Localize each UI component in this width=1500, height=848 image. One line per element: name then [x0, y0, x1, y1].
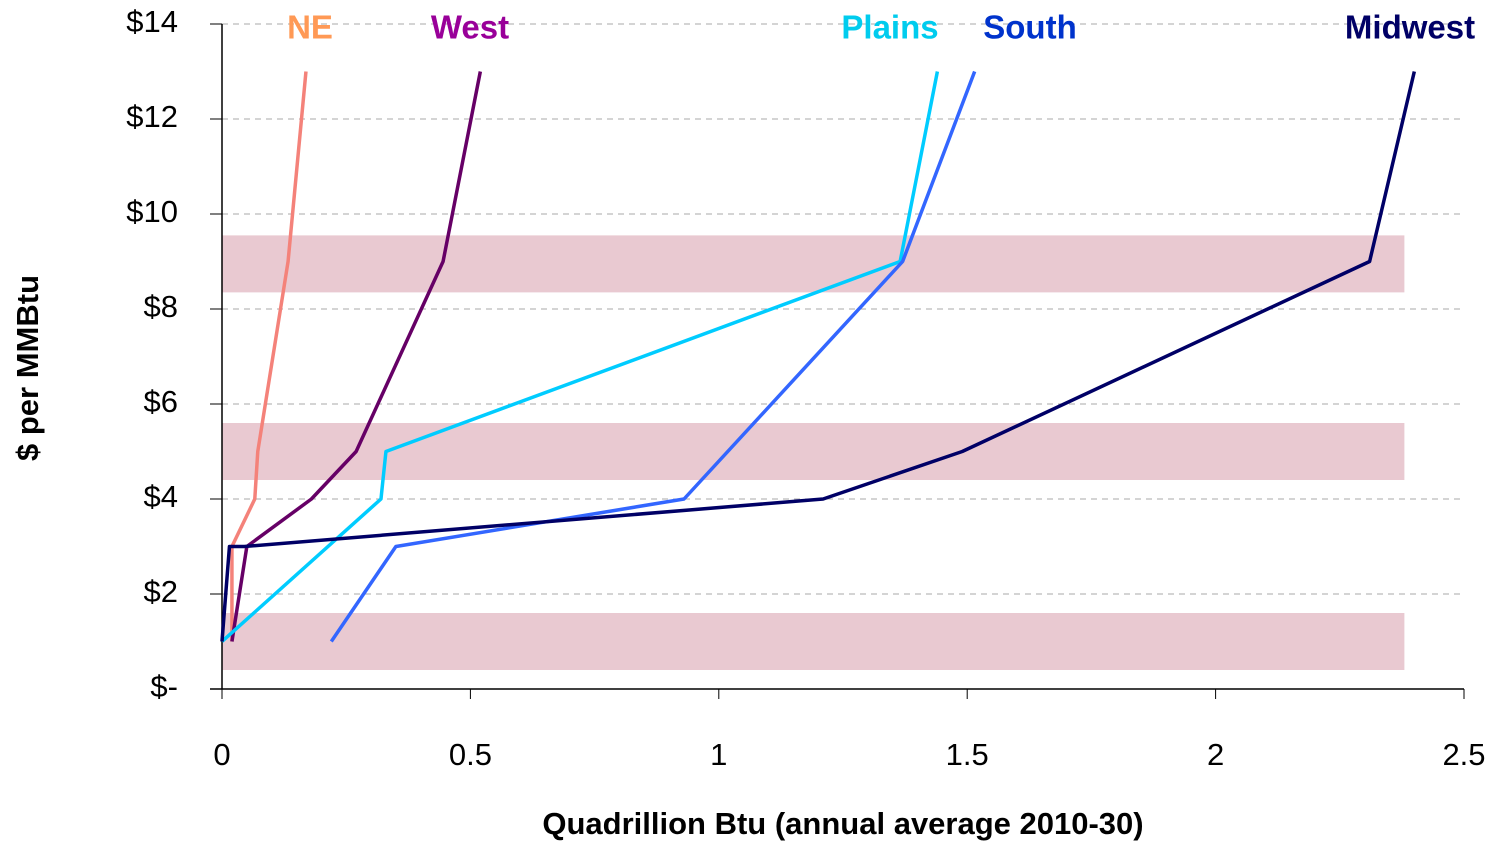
x-tick-label: 2.5: [1442, 737, 1485, 772]
y-tick-label: $2: [144, 574, 178, 609]
shaded-band: [222, 423, 1405, 480]
y-tick-label: $14: [126, 4, 178, 39]
series-line: [220, 71, 1417, 642]
legend-label: West: [431, 9, 509, 46]
legend-label: Midwest: [1345, 9, 1475, 46]
y-tick-label: $-: [150, 669, 178, 704]
series-line: [230, 71, 308, 642]
series-line: [220, 71, 940, 643]
y-tick-label: $8: [144, 289, 178, 324]
shaded-band: [222, 235, 1405, 293]
shaded-band: [222, 613, 1405, 670]
x-tick-label: 2: [1207, 737, 1224, 772]
y-tick-label: $10: [126, 194, 178, 229]
y-axis-title: $ per MMBtu: [10, 275, 45, 461]
series-line: [329, 70, 977, 643]
y-tick-label: $12: [126, 99, 178, 134]
legend-label: South: [983, 9, 1076, 46]
x-tick-label: 0.5: [449, 737, 492, 772]
x-tick-label: 0: [213, 737, 230, 772]
y-tick-label: $6: [144, 384, 178, 419]
series-line: [230, 71, 483, 642]
legend-label: NE: [287, 9, 333, 46]
legend-label: Plains: [841, 9, 938, 46]
x-tick-label: 1: [710, 737, 727, 772]
x-axis-title: Quadrillion Btu (annual average 2010-30): [542, 806, 1143, 841]
y-tick-label: $4: [144, 479, 178, 514]
x-tick-label: 1.5: [946, 737, 989, 772]
